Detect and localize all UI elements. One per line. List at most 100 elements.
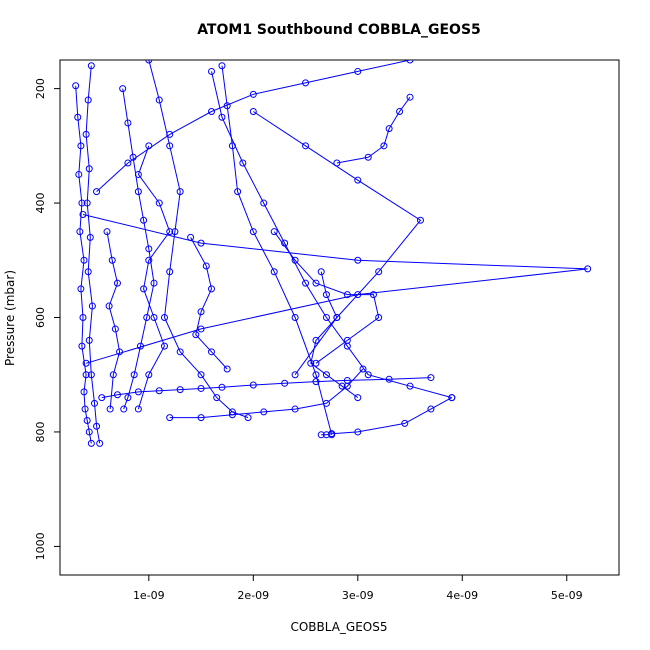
- data-point: [260, 199, 268, 207]
- data-point: [307, 359, 315, 367]
- data-point: [234, 188, 242, 196]
- data-point: [87, 371, 95, 379]
- data-point: [140, 285, 148, 293]
- data-point: [166, 142, 174, 150]
- data-point: [354, 256, 362, 264]
- data-point: [166, 414, 174, 422]
- data-point: [108, 256, 116, 264]
- x-tick-label: 2e-09: [237, 589, 269, 602]
- data-point: [343, 336, 351, 344]
- data-point: [192, 331, 200, 339]
- data-point: [322, 431, 330, 439]
- series-layer: [72, 60, 592, 447]
- series-0: [72, 82, 95, 447]
- series-9: [317, 394, 456, 439]
- data-point: [80, 388, 88, 396]
- y-axis-label: Pressure (mbar): [3, 270, 17, 366]
- data-point: [317, 268, 325, 276]
- data-point: [140, 216, 148, 224]
- data-point: [197, 239, 205, 247]
- data-point: [228, 411, 236, 419]
- data-point: [312, 371, 320, 379]
- data-point: [333, 159, 341, 167]
- data-point: [88, 302, 96, 310]
- data-point: [166, 130, 174, 138]
- y-tick-label: 200: [34, 78, 47, 99]
- data-point: [124, 394, 132, 402]
- data-point: [202, 262, 210, 270]
- data-point: [85, 336, 93, 344]
- series-17: [307, 268, 362, 402]
- data-point: [82, 359, 90, 367]
- data-point: [130, 371, 138, 379]
- data-point: [281, 379, 289, 387]
- series-11: [93, 60, 414, 196]
- data-point: [84, 96, 92, 104]
- data-point: [354, 428, 362, 436]
- data-point: [106, 405, 114, 413]
- series-2: [119, 85, 158, 413]
- series-line: [253, 111, 422, 375]
- data-point: [396, 108, 404, 115]
- data-point: [75, 170, 83, 178]
- data-point: [333, 314, 341, 321]
- data-point: [113, 279, 121, 287]
- data-point: [119, 85, 127, 93]
- data-point: [155, 387, 163, 395]
- data-point: [584, 265, 592, 273]
- data-point: [380, 142, 388, 150]
- data-point: [79, 314, 87, 321]
- y-tick-label: 400: [34, 193, 47, 214]
- data-point: [134, 170, 142, 178]
- data-point: [113, 391, 121, 399]
- data-point: [83, 417, 91, 424]
- data-point: [249, 381, 257, 389]
- series-line: [101, 377, 431, 399]
- data-point: [197, 325, 205, 333]
- data-point: [197, 384, 205, 392]
- data-point: [218, 62, 226, 70]
- series-line: [82, 214, 588, 364]
- data-point: [166, 228, 174, 236]
- series-line: [106, 231, 121, 410]
- data-point: [80, 256, 88, 264]
- data-point: [401, 419, 409, 427]
- data-point: [82, 130, 90, 138]
- data-point: [145, 60, 153, 64]
- data-point: [116, 348, 124, 356]
- data-point: [98, 394, 106, 402]
- series-line: [96, 60, 411, 192]
- data-point: [343, 291, 351, 299]
- series-10: [98, 374, 435, 402]
- series-line: [148, 60, 249, 419]
- y-tick-label: 600: [34, 307, 47, 328]
- data-point: [218, 113, 226, 121]
- data-point: [78, 199, 86, 207]
- data-point: [76, 228, 84, 236]
- data-point: [82, 371, 90, 379]
- data-point: [197, 371, 205, 379]
- data-point: [328, 430, 336, 438]
- data-point: [375, 268, 383, 276]
- data-point: [291, 405, 299, 413]
- series-line: [211, 71, 452, 399]
- data-point: [160, 342, 168, 350]
- data-point: [312, 279, 320, 287]
- data-point: [385, 125, 393, 133]
- data-point: [171, 228, 179, 236]
- series-line: [273, 231, 380, 364]
- data-point: [375, 314, 383, 321]
- data-point: [322, 399, 330, 407]
- data-point: [291, 371, 299, 379]
- data-point: [120, 405, 128, 413]
- data-point: [85, 165, 93, 173]
- series-5: [208, 67, 456, 402]
- data-point: [322, 291, 330, 299]
- data-point: [93, 422, 101, 430]
- data-point: [312, 336, 320, 344]
- series-8: [166, 365, 367, 422]
- series-7: [249, 108, 424, 379]
- data-point: [317, 431, 325, 439]
- data-point: [302, 142, 310, 150]
